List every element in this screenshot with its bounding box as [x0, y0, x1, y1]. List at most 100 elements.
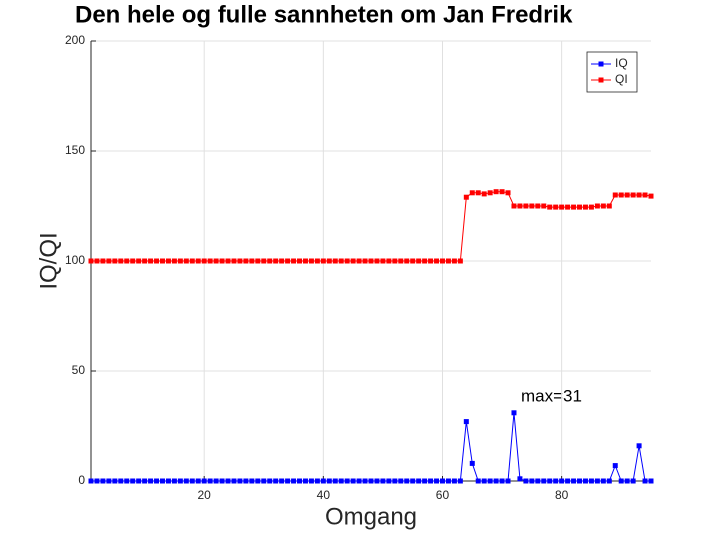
marker — [445, 478, 451, 484]
annotation: max=31 — [521, 386, 582, 405]
marker — [112, 478, 118, 484]
marker — [553, 478, 559, 484]
marker — [630, 192, 636, 198]
marker — [624, 192, 630, 198]
marker — [541, 478, 547, 484]
marker — [308, 258, 314, 264]
marker — [636, 443, 642, 449]
marker — [386, 478, 392, 484]
chart-title: Den hele og fulle sannheten om Jan Fredr… — [75, 1, 573, 28]
marker — [410, 258, 416, 264]
marker — [231, 258, 237, 264]
marker — [630, 478, 636, 484]
marker — [523, 203, 529, 209]
marker — [195, 258, 201, 264]
marker — [529, 478, 535, 484]
marker — [225, 478, 231, 484]
marker — [171, 478, 177, 484]
marker — [142, 478, 148, 484]
marker — [636, 192, 642, 198]
marker — [457, 258, 463, 264]
marker — [559, 204, 565, 210]
marker — [380, 478, 386, 484]
marker — [302, 478, 308, 484]
marker — [416, 478, 422, 484]
marker — [445, 258, 451, 264]
marker — [434, 478, 440, 484]
marker — [582, 478, 588, 484]
marker — [541, 203, 547, 209]
marker — [255, 258, 261, 264]
marker — [219, 258, 225, 264]
y-tick-label: 0 — [78, 473, 85, 487]
marker — [94, 258, 100, 264]
marker — [344, 478, 350, 484]
marker — [273, 258, 279, 264]
marker — [130, 258, 136, 264]
y-tick-label: 150 — [65, 143, 85, 157]
marker — [428, 478, 434, 484]
marker — [559, 478, 565, 484]
marker — [553, 204, 559, 210]
marker — [547, 204, 553, 210]
marker — [398, 478, 404, 484]
marker — [487, 478, 493, 484]
marker — [606, 478, 612, 484]
y-tick-label: 200 — [65, 33, 85, 47]
marker — [588, 478, 594, 484]
marker — [499, 478, 505, 484]
marker — [118, 478, 124, 484]
marker — [350, 478, 356, 484]
marker — [428, 258, 434, 264]
marker — [380, 258, 386, 264]
marker — [171, 258, 177, 264]
marker — [291, 478, 297, 484]
marker — [273, 478, 279, 484]
marker — [142, 258, 148, 264]
marker — [165, 478, 171, 484]
marker — [422, 478, 428, 484]
marker — [285, 258, 291, 264]
marker — [612, 463, 618, 469]
marker — [124, 478, 130, 484]
marker — [410, 478, 416, 484]
marker — [320, 258, 326, 264]
y-tick-label: 100 — [65, 253, 85, 267]
marker — [404, 478, 410, 484]
marker — [517, 476, 523, 482]
marker — [505, 478, 511, 484]
x-tick-label: 20 — [198, 488, 212, 502]
marker — [463, 419, 469, 425]
marker — [344, 258, 350, 264]
marker — [177, 258, 183, 264]
marker — [362, 258, 368, 264]
marker — [612, 192, 618, 198]
marker — [582, 204, 588, 210]
marker — [249, 258, 255, 264]
legend-label: IQ — [615, 56, 628, 70]
marker — [165, 258, 171, 264]
marker — [136, 258, 142, 264]
marker — [213, 478, 219, 484]
marker — [356, 478, 362, 484]
marker — [648, 193, 654, 199]
marker — [201, 258, 207, 264]
marker — [332, 478, 338, 484]
marker — [261, 258, 267, 264]
marker — [148, 258, 154, 264]
marker — [279, 478, 285, 484]
marker — [535, 203, 541, 209]
marker — [189, 478, 195, 484]
marker — [439, 258, 445, 264]
marker — [159, 478, 165, 484]
marker — [457, 478, 463, 484]
marker — [588, 204, 594, 210]
marker — [326, 258, 332, 264]
marker — [392, 478, 398, 484]
marker — [434, 258, 440, 264]
marker — [642, 478, 648, 484]
marker — [255, 478, 261, 484]
marker — [130, 478, 136, 484]
marker — [213, 258, 219, 264]
marker — [624, 478, 630, 484]
